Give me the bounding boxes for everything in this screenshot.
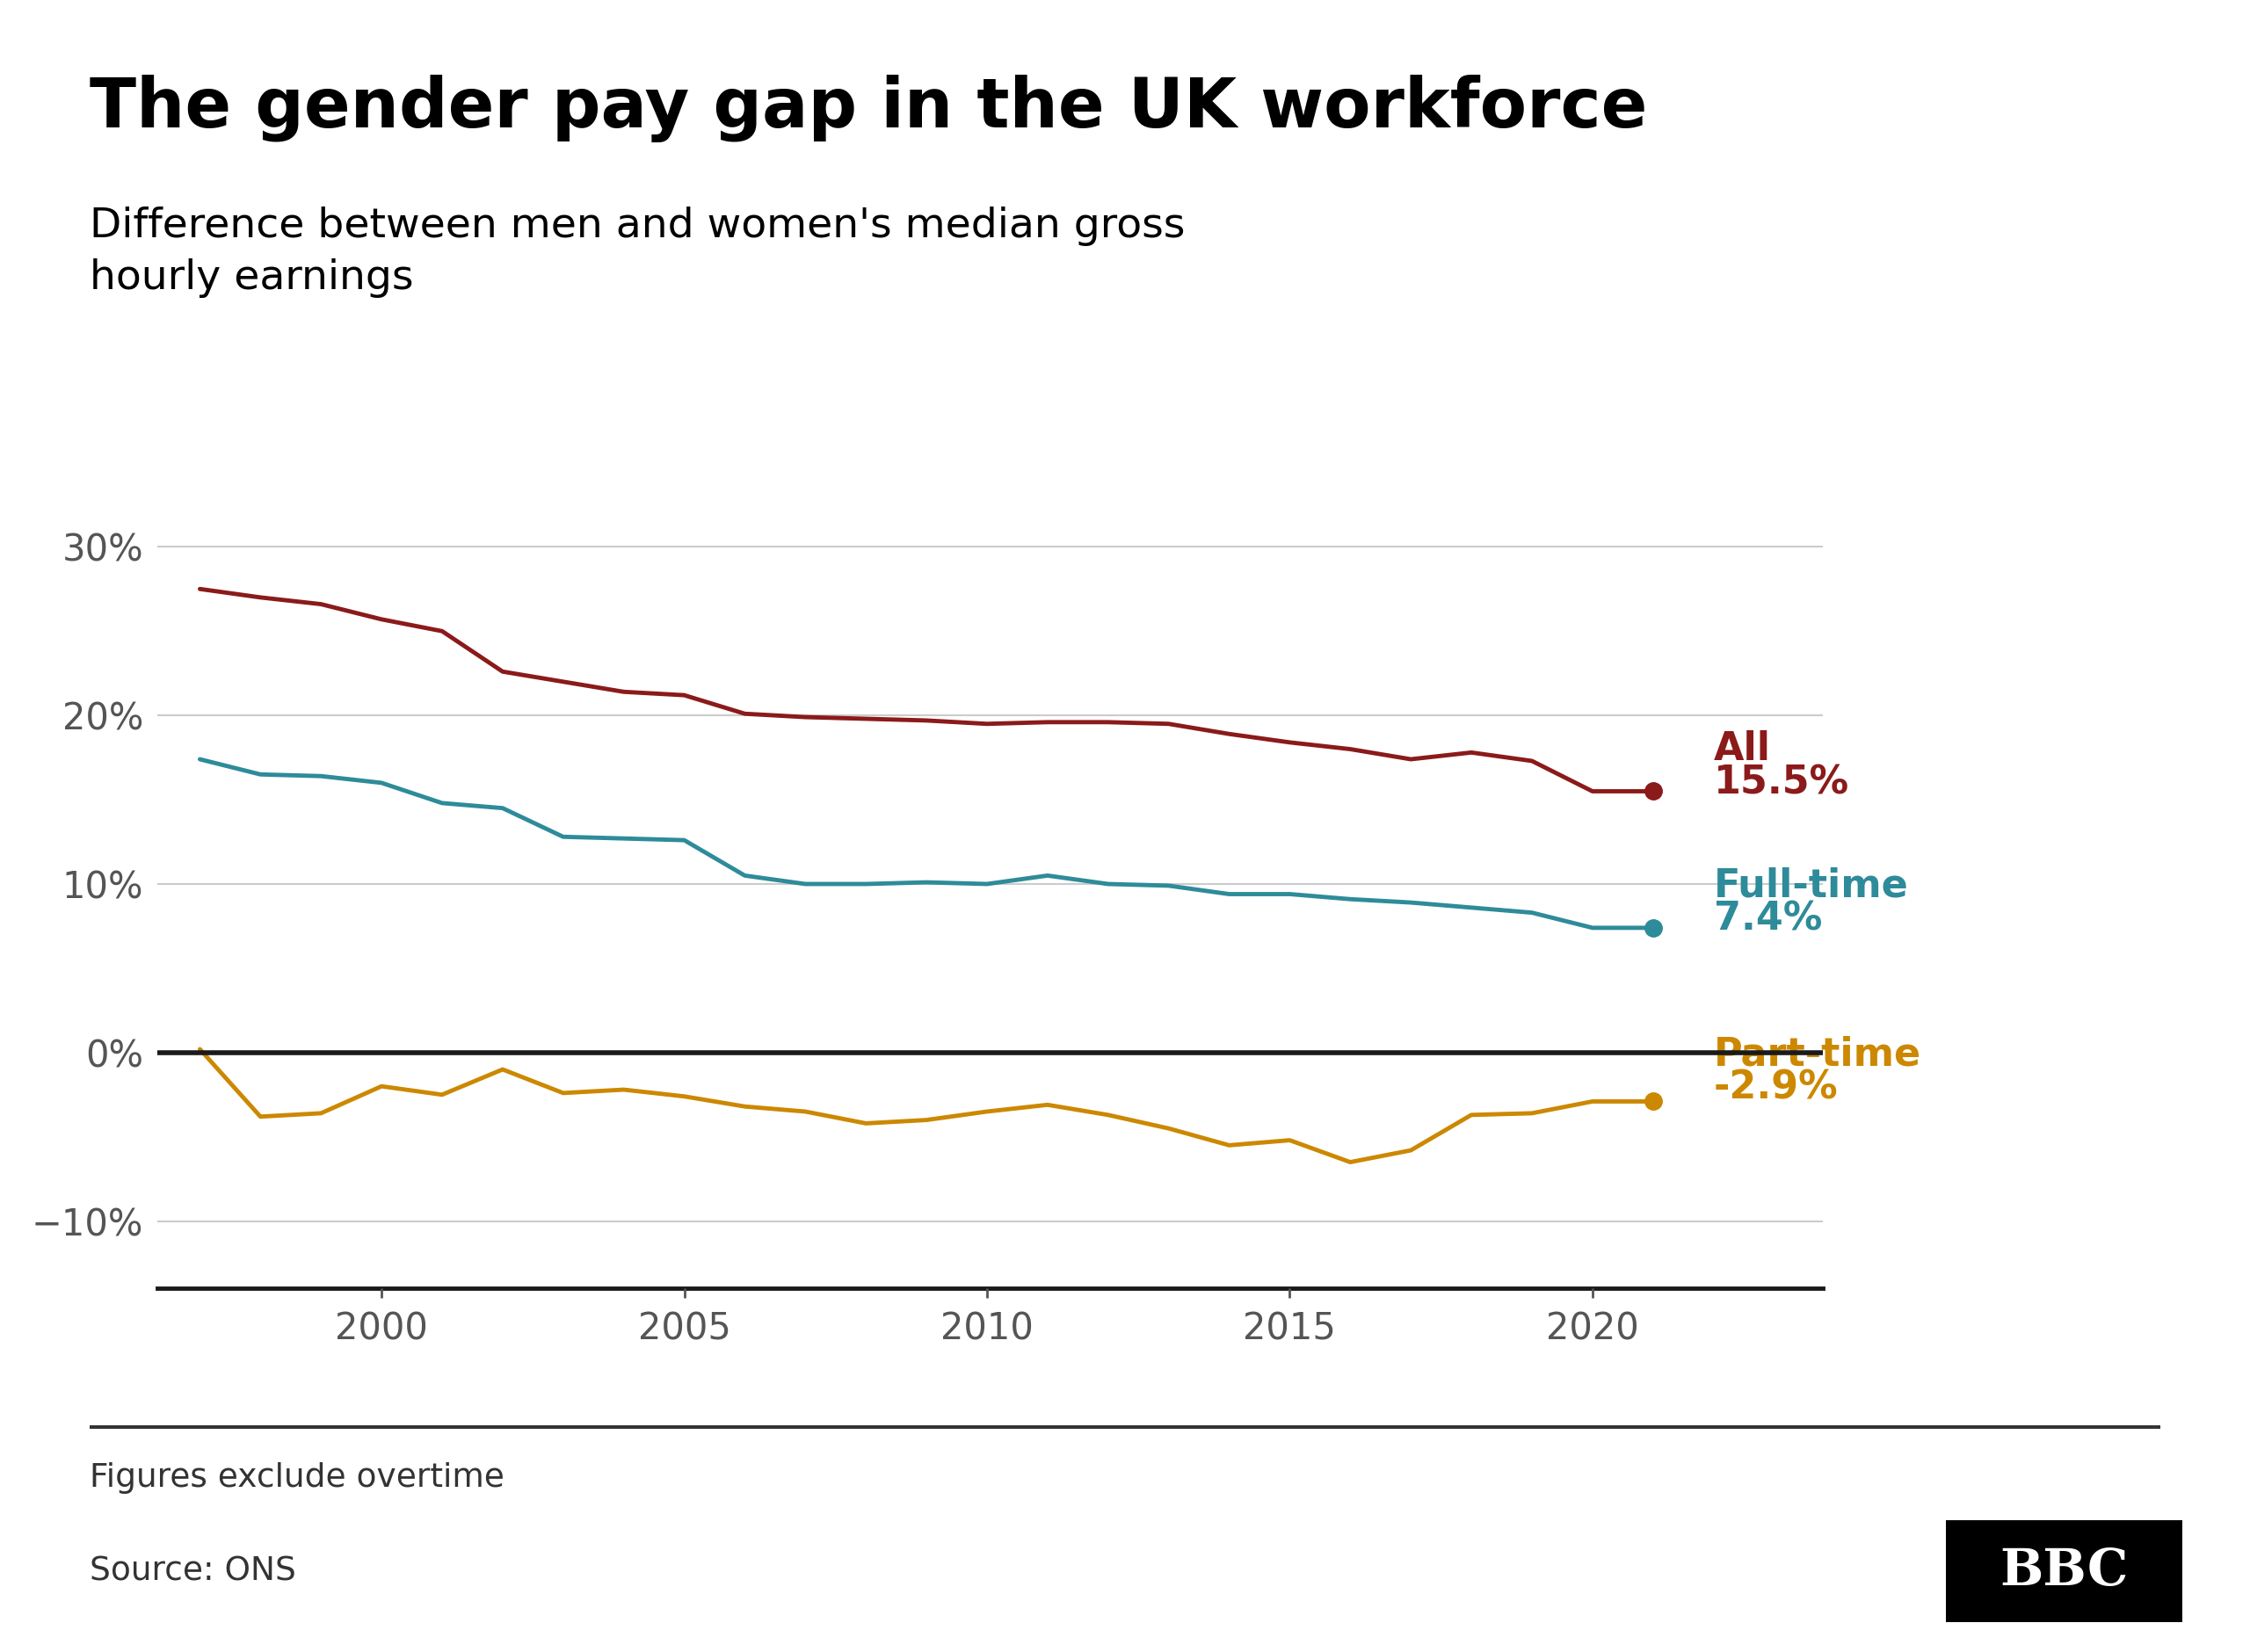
Text: All: All — [1714, 730, 1771, 768]
Text: Part-time: Part-time — [1714, 1036, 1921, 1074]
Text: 15.5%: 15.5% — [1714, 763, 1849, 801]
Text: -2.9%: -2.9% — [1714, 1069, 1838, 1107]
Text: Full-time: Full-time — [1714, 867, 1908, 905]
Text: Source: ONS: Source: ONS — [90, 1556, 297, 1588]
Text: Difference between men and women's median gross
hourly earnings: Difference between men and women's media… — [90, 206, 1186, 297]
Text: The gender pay gap in the UK workforce: The gender pay gap in the UK workforce — [90, 74, 1647, 142]
Text: 7.4%: 7.4% — [1714, 900, 1823, 938]
Text: BBC: BBC — [2000, 1546, 2128, 1596]
Text: Figures exclude overtime: Figures exclude overtime — [90, 1462, 504, 1493]
